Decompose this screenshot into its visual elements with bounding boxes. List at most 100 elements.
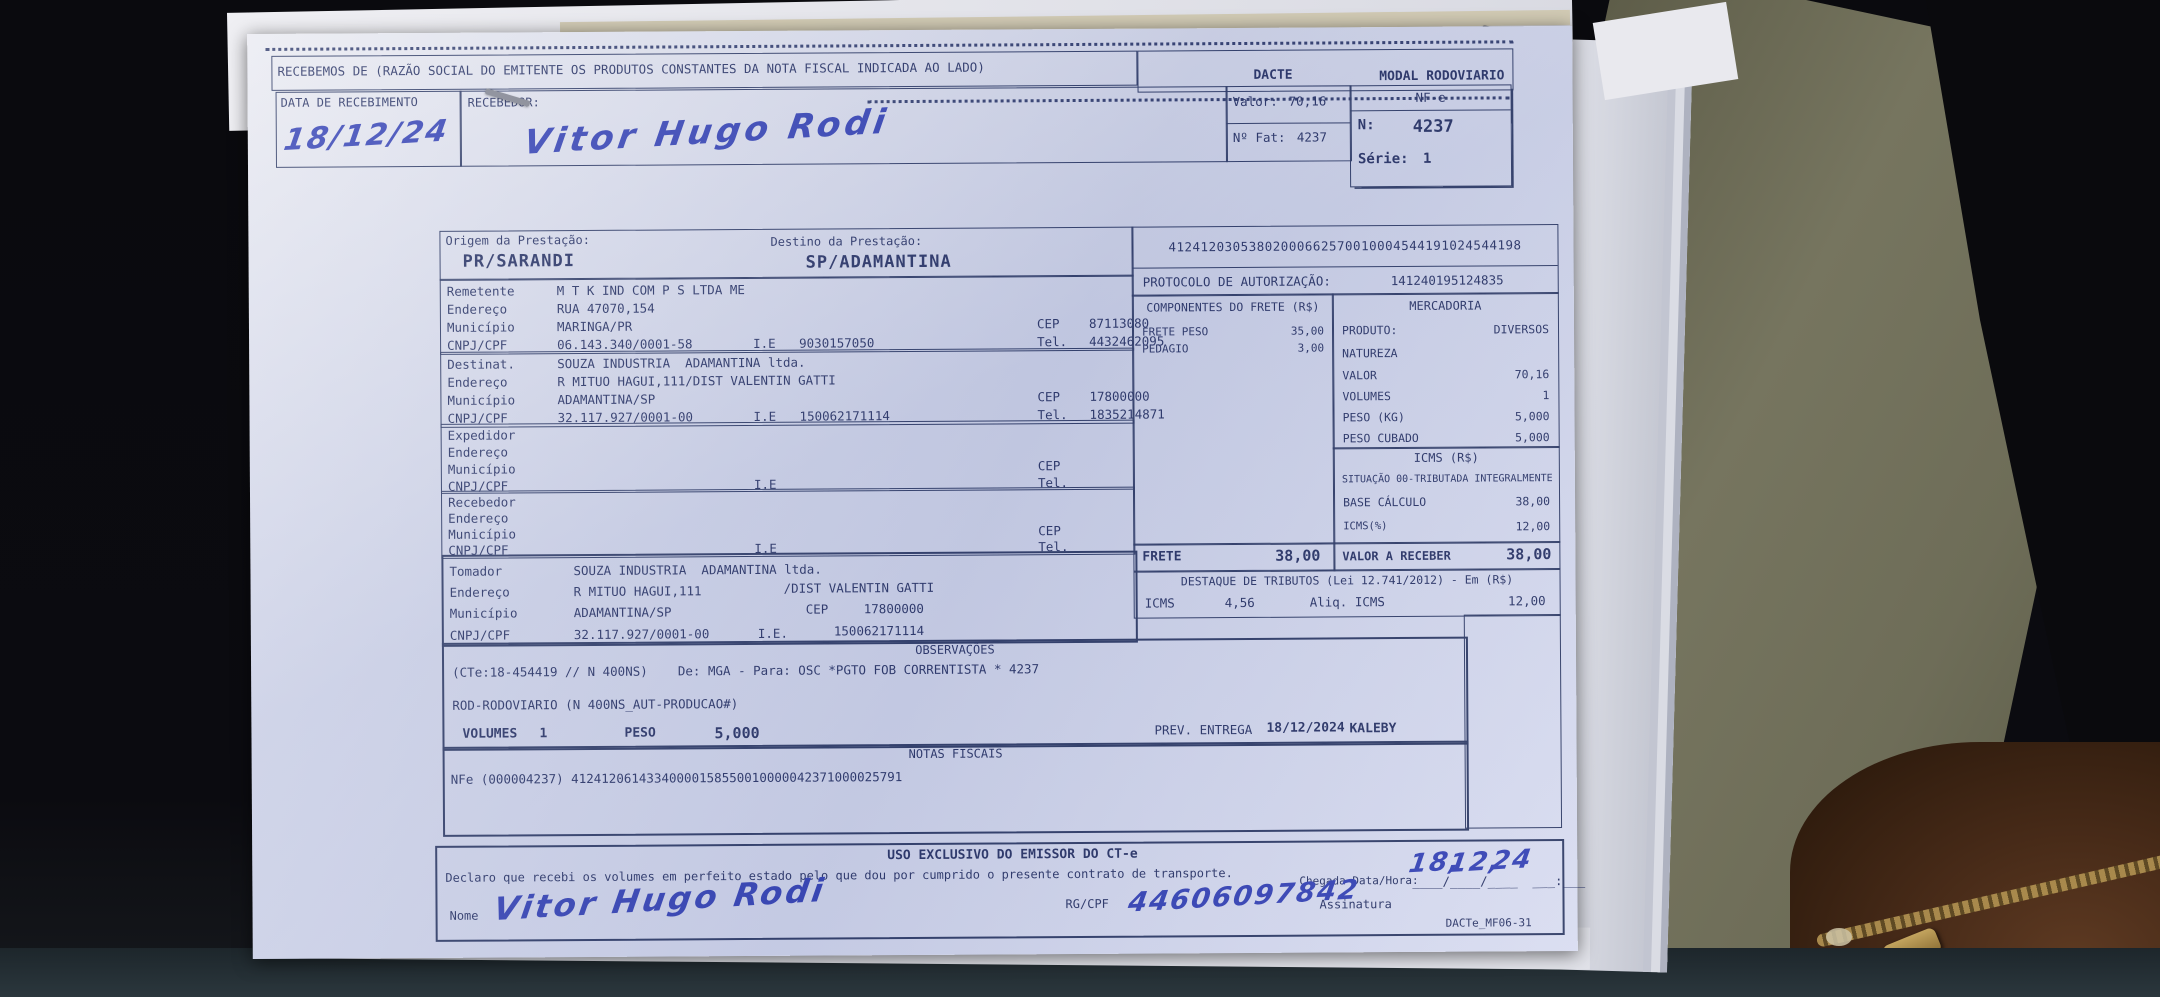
nfe-label: NF-e: [1415, 89, 1446, 105]
observacoes-line1: (CTe:18-454419 // N 400NS) De: MGA - Par…: [452, 661, 1040, 680]
tomador-endereco-extra: /DIST VALENTIN GATTI: [783, 579, 935, 596]
peso-kg-label: PESO (KG): [1342, 409, 1405, 425]
valor-mercadoria-label: VALOR: [1342, 368, 1377, 383]
valor-fatura-box: Valor: 70,16 Nº Fat: 4237: [1225, 85, 1352, 163]
cep-label: CEP: [1037, 458, 1061, 474]
mercadoria-box: MERCADORIA PRODUTO: DIVERSOS NATUREZA VA…: [1331, 292, 1560, 450]
assinatura-label: Assinatura: [1319, 897, 1392, 912]
cep-label: CEP: [1038, 522, 1061, 538]
serie-value: 1: [1422, 150, 1432, 167]
data-recebimento-label: DATA DE RECEBIMENTO: [280, 95, 418, 110]
destinatario-municipio: ADAMANTINA/SP: [557, 391, 656, 407]
destaque-icms-value: 4,56: [1224, 594, 1255, 611]
icms-box: ICMS (R$) SITUAÇÃO 00-TRIBUTADA INTEGRAL…: [1332, 446, 1561, 545]
base-calculo-label: BASE CÁLCULO: [1343, 494, 1427, 510]
base-calculo-row: BASE CÁLCULO 38,00: [1334, 494, 1559, 509]
destaque-icms-label: ICMS: [1144, 595, 1175, 611]
destaque-title: DESTAQUE DE TRIBUTOS (Lei 12.741/2012) -…: [1180, 572, 1514, 589]
remetente-municipio: MARINGA/PR: [556, 318, 633, 335]
expedidor-role: Expedidor: [447, 427, 516, 443]
chegada-blank-time: ___:___: [1532, 872, 1586, 889]
fat-value: 4237: [1296, 129, 1327, 145]
peso-cubado-row: PESO CUBADO 5,000: [1334, 430, 1559, 445]
origem-label: Origem da Prestação:: [445, 232, 590, 248]
chave-protocolo-box: 4124120305380200066257001000454419102454…: [1131, 224, 1559, 297]
ie-label: I.E.: [757, 625, 789, 641]
mercadoria-title: MERCADORIA: [1409, 298, 1482, 313]
destaque-tributos-box: DESTAQUE DE TRIBUTOS (Lei 12.741/2012) -…: [1133, 568, 1561, 619]
origem-destino-box: Origem da Prestação: PR/SARANDI Destino …: [439, 226, 1134, 281]
pedagio-row: PEDAGIO 3,00: [1133, 341, 1333, 355]
icms-aliq-row: ICMS(%) 12,00: [1334, 519, 1559, 534]
peso-kg-row: PESO (KG) 5,000: [1334, 409, 1559, 424]
valor-receber-label: VALOR A RECEBER: [1342, 548, 1451, 564]
natureza-row: NATUREZA: [1333, 345, 1558, 360]
n-value: 4237: [1412, 116, 1454, 137]
municipio-label: Município: [449, 605, 518, 621]
peso-kg-value: 5,000: [1514, 409, 1550, 424]
destinatario-box: Destinat. SOUZA INDUSTRIA ADAMANTINA ltd…: [440, 347, 1165, 428]
frete-peso-row: FRETE PESO 35,00: [1133, 324, 1333, 338]
componentes-frete-box: COMPONENTES DO FRETE (R$) FRETE PESO 35,…: [1131, 293, 1336, 546]
tomador-role: Tomador: [449, 563, 503, 579]
recebedor-role: Recebedor: [448, 493, 516, 510]
serie-label: Série:: [1357, 150, 1409, 168]
uso-exclusivo-box: USO EXCLUSIVO DO EMISSOR DO CT-e Declaro…: [435, 839, 1585, 942]
recebedor-party-box: Recebedor Endereço Município CEP CNPJ/CP…: [440, 486, 1136, 559]
bag-stud: [1826, 928, 1852, 946]
chegada-ano-handwritten: 24: [1489, 844, 1535, 877]
observacoes-box: OBSERVAÇÕES (CTe:18-454419 // N 400NS) D…: [441, 636, 1469, 751]
tomador-ie: 150062171114: [833, 622, 925, 639]
nfe-box: NF-e N: 4237 Série: 1: [1349, 84, 1513, 188]
protocolo-label: PROTOCOLO DE AUTORIZAÇÃO:: [1142, 273, 1331, 290]
produto-value: DIVERSOS: [1493, 322, 1550, 337]
destinatario-name: SOUZA INDUSTRIA ADAMANTINA ltda.: [557, 354, 806, 371]
recebemos-label: RECEBEMOS DE (RAZÃO SOCIAL DO EMITENTE O…: [277, 59, 985, 79]
valor-row: VALOR 70,16: [1333, 367, 1558, 382]
data-recebimento-box: DATA DE RECEBIMENTO 18/12/24: [275, 90, 463, 168]
destaque-aliq-label: Aliq. ICMS: [1309, 594, 1385, 610]
remetente-endereco: RUA 47070,154: [556, 300, 655, 317]
produto-row: PRODUTO: DIVERSOS: [1333, 322, 1558, 337]
destaque-aliq-value: 12,00: [1507, 593, 1546, 609]
fat-label: Nº Fat:: [1232, 129, 1286, 146]
prev-entrega-value: 18/12/2024: [1266, 720, 1345, 736]
tomador-municipio: ADAMANTINA/SP: [573, 604, 672, 621]
endereco-label: Endereço: [447, 444, 509, 460]
rgcpf-handwritten: 44606097842: [1126, 874, 1362, 919]
valor-label: Valor:: [1232, 93, 1278, 110]
cep-label: CEP: [1036, 316, 1060, 332]
valor-receber-value: 38,00: [1506, 545, 1552, 564]
destinatario-role: Destinat.: [447, 355, 515, 372]
dacte-form: RECEBEMOS DE (RAZÃO SOCIAL DO EMITENTE O…: [247, 25, 1585, 960]
prev-entrega-label: PREV. ENTREGA: [1154, 721, 1253, 738]
obs-volumes-value: 1: [539, 726, 548, 742]
tomador-cnpj: 32.117.927/0001-00: [573, 626, 710, 643]
icms-aliq-label: ICMS(%): [1343, 520, 1388, 533]
conferente-value: KALEBY: [1349, 721, 1397, 737]
tomador-cep: 17800000: [863, 600, 924, 617]
uso-title: USO EXCLUSIVO DO EMISSOR DO CT-e: [887, 846, 1138, 864]
remetente-role: Remetente: [446, 283, 515, 299]
frete-total-cell: FRETE 38,00: [1133, 542, 1336, 573]
valor-receber-cell: VALOR A RECEBER 38,00: [1333, 541, 1561, 572]
municipio-label: Município: [447, 461, 516, 477]
icms-situacao: SITUAÇÃO 00-TRIBUTADA INTEGRALMENTE: [1341, 473, 1553, 486]
recebedor-box: RECEBEDOR: Vitor Hugo Rodi: [459, 86, 1228, 167]
protocolo-value: 141240195124835: [1390, 272, 1504, 289]
destinatario-endereco: R MITUO HAGUI,111/DIST VALENTIN GATTI: [557, 371, 836, 389]
pedagio-label: PEDAGIO: [1142, 342, 1189, 356]
form-code: DACTe_MF06-31: [1445, 916, 1532, 930]
obs-volumes-label: VOLUMES: [462, 726, 518, 742]
icms-aliq-value: 12,00: [1515, 519, 1551, 534]
origem-value: PR/SARANDI: [462, 251, 576, 272]
obs-peso-value: 5,000: [714, 723, 760, 743]
notas-linha: NFe (000004237) 412412061433400001585500…: [450, 769, 903, 787]
componentes-title: COMPONENTES DO FRETE (R$): [1146, 299, 1320, 315]
cnpj-label: CNPJ/CPF: [449, 627, 511, 643]
frete-peso-value: 35,00: [1290, 324, 1325, 338]
valor-value: 70,16: [1288, 93, 1327, 109]
frete-total-value: 38,00: [1275, 546, 1321, 565]
expedidor-box: Expedidor Endereço Município CEP CNPJ/CP…: [440, 419, 1135, 494]
endereco-label: Endereço: [448, 509, 509, 526]
